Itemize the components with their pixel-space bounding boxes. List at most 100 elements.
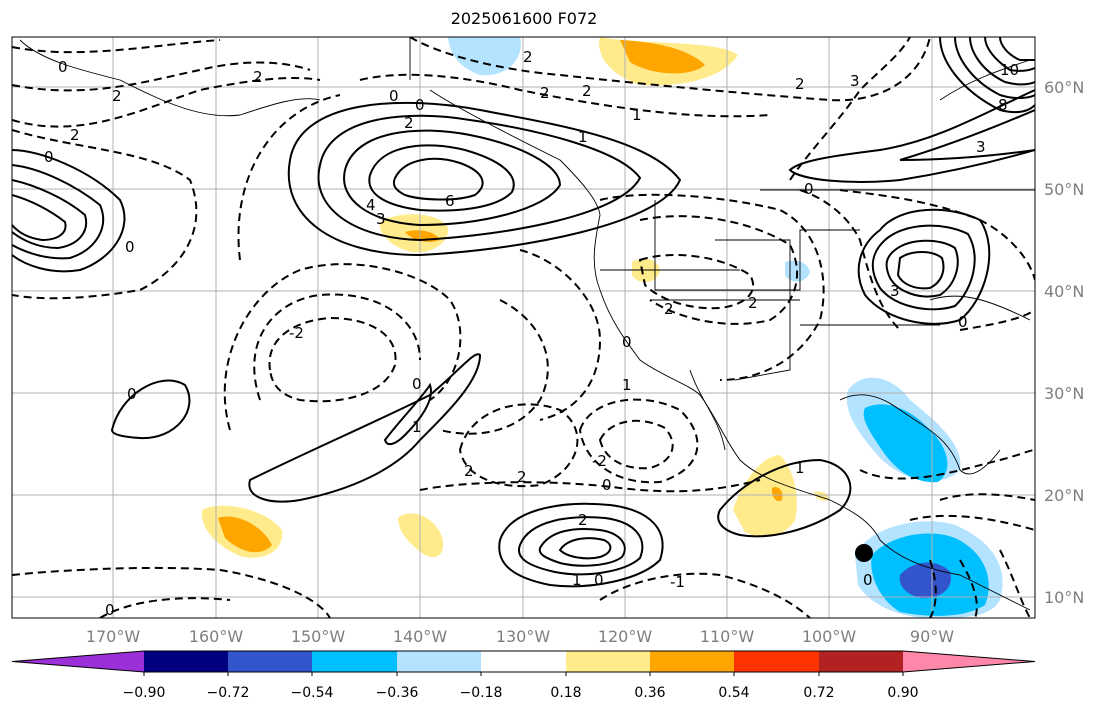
colorbar-extend-low xyxy=(12,651,144,672)
colorbar-segment xyxy=(481,651,566,672)
contour-label: 2 xyxy=(582,82,592,100)
shade-yellow xyxy=(733,455,797,537)
contour-label: 2 xyxy=(540,84,550,102)
latitude-labels: 60°N 50°N 40°N 30°N 20°N 10°N xyxy=(1044,78,1084,607)
contour-label: 1 xyxy=(622,376,632,394)
coastlines xyxy=(19,37,1035,611)
contour-label: 0 xyxy=(622,333,632,351)
contour-label: 0 xyxy=(389,87,399,105)
shade-yellow xyxy=(398,513,444,558)
contour-label: 1 xyxy=(795,459,805,477)
contour-label: 0 xyxy=(105,601,115,619)
contour-label: 1 xyxy=(578,128,588,146)
colorbar-segment xyxy=(228,651,312,672)
colorbar-tick-label: 0.72 xyxy=(803,685,834,701)
colorbar xyxy=(11,650,1036,676)
colorbar-tick-label: 0.90 xyxy=(887,685,918,701)
contour-label: 10 xyxy=(1000,61,1019,79)
lon-label: 100°W xyxy=(802,627,857,646)
lat-label: 20°N xyxy=(1044,486,1084,505)
shade-blue xyxy=(899,562,951,599)
colorbar-tick-label: 0.18 xyxy=(550,685,581,701)
lon-label: 90°W xyxy=(910,627,954,646)
graticule xyxy=(12,37,1035,618)
colorbar-tick-label: −0.72 xyxy=(207,685,250,701)
contour-label: 2 xyxy=(523,48,533,66)
contours-solid xyxy=(12,37,1035,588)
colorbar-tick-label: 0.54 xyxy=(718,685,749,701)
contour-label: 0 xyxy=(127,385,137,403)
contour-labels: 0 2 2 0 2 1 6 4 3 2 0 1 0 2 2 -2 0 0 1 0… xyxy=(44,48,1019,619)
colorbar-tick-label: −0.18 xyxy=(460,685,503,701)
contour-label: 0 xyxy=(44,148,54,166)
colorbar-segment xyxy=(566,651,650,672)
colorbar-segment xyxy=(819,651,903,672)
lon-label: 170°W xyxy=(86,627,141,646)
colorbar-segment xyxy=(144,651,228,672)
contour-label: 0 xyxy=(958,313,968,331)
contour-label: -2 xyxy=(289,324,304,342)
contour-label: 2 xyxy=(748,294,758,312)
colorbar-segment xyxy=(734,651,819,672)
lon-label: 150°W xyxy=(291,627,346,646)
lat-label: 30°N xyxy=(1044,384,1084,403)
contour-label: 0 xyxy=(125,238,135,256)
contour-label: 6 xyxy=(445,192,455,210)
colorbar-segment xyxy=(397,651,481,672)
lon-label: 140°W xyxy=(393,627,448,646)
contour-label: 3 xyxy=(890,282,900,300)
contour-label: 3 xyxy=(376,210,386,228)
map-border xyxy=(11,36,1036,619)
lat-label: 40°N xyxy=(1044,282,1084,301)
shade-cyan xyxy=(863,404,948,483)
contour-label: 0 xyxy=(415,96,425,114)
contour-label: 4 xyxy=(366,196,376,214)
contour-label: 0 xyxy=(602,476,612,494)
contour-label: 2 xyxy=(464,462,474,480)
shade-lightblue xyxy=(448,37,521,76)
contour-label: 3 xyxy=(976,138,986,156)
contour-label: 1 xyxy=(632,106,642,124)
contour-label: 2 xyxy=(70,126,80,144)
contour-label: 2 xyxy=(112,87,122,105)
lat-label: 60°N xyxy=(1044,78,1084,97)
shade-yellow xyxy=(632,258,660,283)
contour-label: 0 xyxy=(58,58,68,76)
contour-label: 3 xyxy=(850,72,860,90)
colorbar-extend-high xyxy=(903,651,1035,672)
colorbar-segment xyxy=(312,651,397,672)
contour-label: 2 xyxy=(404,114,414,132)
lon-label: 110°W xyxy=(700,627,755,646)
shade-orange xyxy=(218,516,272,553)
colorbar-tick-label: −0.90 xyxy=(123,685,166,701)
location-marker-dot xyxy=(855,544,873,562)
contour-label: 1 xyxy=(572,571,582,589)
contour-label: 2 xyxy=(253,68,263,86)
contour-label: 2 xyxy=(517,468,527,486)
colorbar-tick-label: 0.36 xyxy=(634,685,665,701)
contour-label: 0 xyxy=(412,375,422,393)
lon-label: 120°W xyxy=(598,627,653,646)
contour-label: 0 xyxy=(594,571,604,589)
contour-label: -1 xyxy=(670,573,685,591)
contour-label: 0 xyxy=(804,180,814,198)
contour-label: 0 xyxy=(863,571,873,589)
contour-label: 2 xyxy=(578,511,588,529)
contour-label: 2 xyxy=(664,300,674,318)
lon-label: 160°W xyxy=(189,627,244,646)
contour-label: 1 xyxy=(412,418,422,436)
colorbar-tick-label: −0.54 xyxy=(291,685,334,701)
contour-label: 2 xyxy=(795,75,805,93)
contour-label: 8 xyxy=(998,96,1008,114)
colorbar-tick-label: −0.36 xyxy=(376,685,419,701)
colorbar-segment xyxy=(650,651,734,672)
shade-orange xyxy=(620,40,705,74)
lat-label: 50°N xyxy=(1044,180,1084,199)
contour-label: -2 xyxy=(592,452,607,470)
anomaly-shading xyxy=(201,37,1003,618)
colorbar-tick-labels: −0.90 −0.72 −0.54 −0.36 −0.18 0.18 0.36 … xyxy=(123,685,919,701)
shade-orange xyxy=(771,487,783,502)
lon-label: 130°W xyxy=(496,627,551,646)
lat-label: 10°N xyxy=(1044,588,1084,607)
